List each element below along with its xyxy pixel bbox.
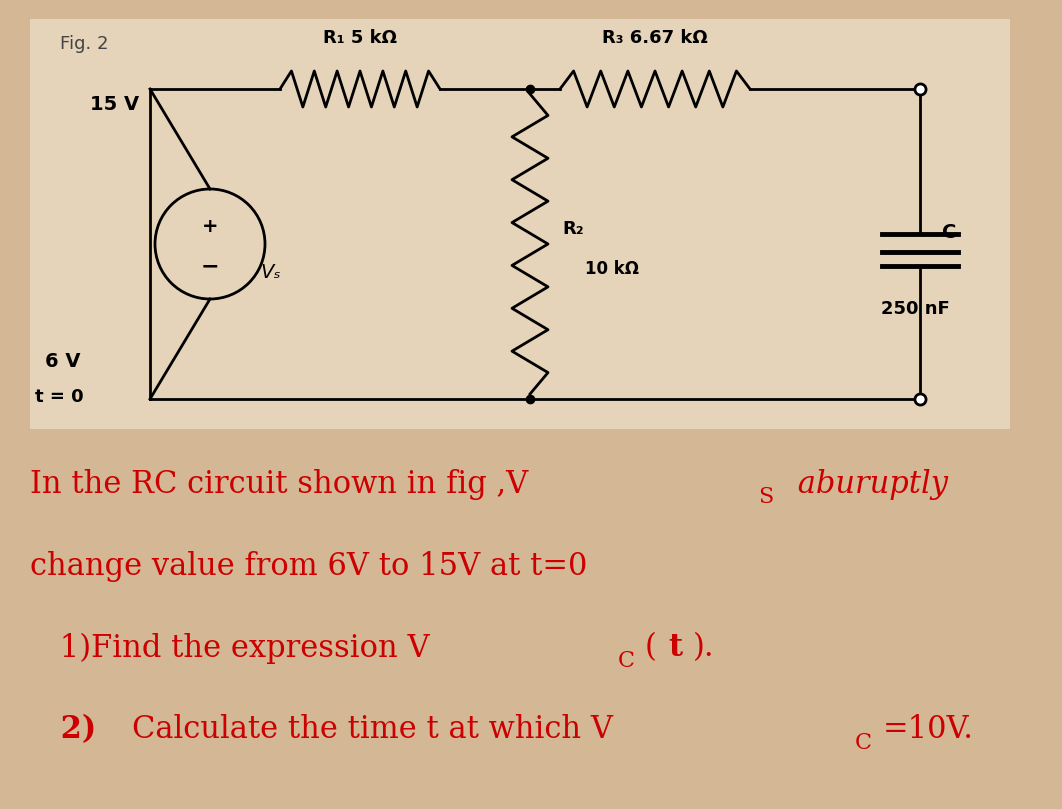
Text: ).: ). — [693, 633, 715, 663]
Text: R₁ 5 kΩ: R₁ 5 kΩ — [323, 29, 397, 47]
Text: C: C — [942, 222, 957, 242]
Text: R₃ 6.67 kΩ: R₃ 6.67 kΩ — [602, 29, 708, 47]
Text: 2): 2) — [50, 714, 97, 746]
Text: (: ( — [645, 633, 657, 663]
Text: R₂: R₂ — [562, 220, 584, 238]
Text: 250 nF: 250 nF — [880, 300, 949, 318]
Text: change value from 6V to 15V at t=0: change value from 6V to 15V at t=0 — [30, 550, 587, 582]
Text: Calculate the time t at which V: Calculate the time t at which V — [132, 714, 613, 746]
Text: −: − — [201, 256, 220, 276]
Text: S: S — [758, 486, 773, 508]
Text: In the RC circuit shown in fig ,V: In the RC circuit shown in fig ,V — [30, 468, 528, 499]
Text: Vₛ: Vₛ — [260, 262, 280, 282]
Bar — [30, 19, 1010, 429]
Text: C: C — [618, 650, 635, 672]
Text: Fig. 2: Fig. 2 — [59, 35, 108, 53]
Text: =10V.: =10V. — [883, 714, 974, 746]
Text: 15 V: 15 V — [90, 95, 139, 113]
Text: 10 kΩ: 10 kΩ — [585, 260, 639, 278]
Text: aburuptly: aburuptly — [788, 468, 948, 499]
Text: 1)Find the expression V: 1)Find the expression V — [50, 633, 430, 663]
Text: t = 0: t = 0 — [35, 388, 84, 406]
Text: +: + — [202, 217, 219, 235]
Text: C: C — [855, 732, 872, 754]
Text: 6 V: 6 V — [45, 351, 81, 371]
Text: t: t — [668, 633, 682, 663]
